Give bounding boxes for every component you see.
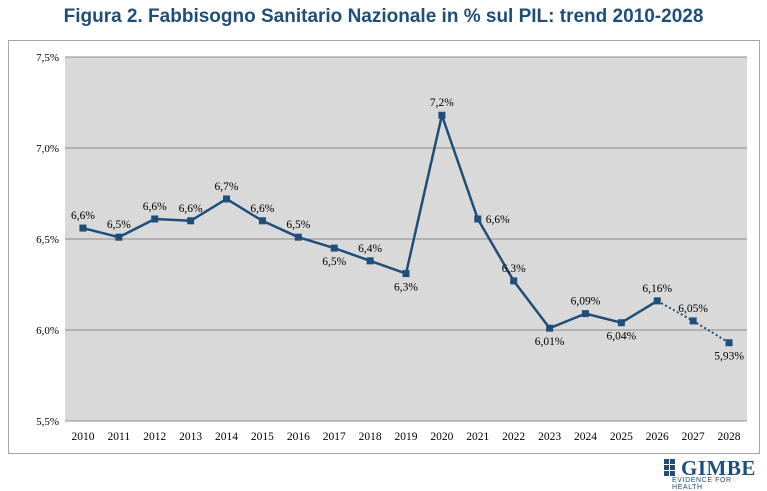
data-label: 6,6% <box>486 214 510 226</box>
y-tick-label: 6,5% <box>36 234 59 246</box>
x-tick-label: 2022 <box>502 431 525 443</box>
data-label: 7,2% <box>430 97 454 109</box>
gimbe-logo: GIMBE EVIDENCE FOR HEALTH <box>664 456 760 491</box>
x-tick-label: 2014 <box>215 431 238 443</box>
data-label: 6,5% <box>107 219 131 231</box>
x-tick-label: 2018 <box>359 431 382 443</box>
data-label: 6,16% <box>642 283 672 295</box>
gridlines <box>65 56 747 422</box>
x-tick-label: 2016 <box>287 431 310 443</box>
data-point <box>223 195 231 203</box>
data-point <box>115 233 123 241</box>
data-point <box>546 324 554 332</box>
data-point <box>725 339 733 347</box>
data-label: 6,3% <box>394 282 418 294</box>
x-tick-label: 2012 <box>143 431 166 443</box>
data-label: 6,05% <box>678 303 708 315</box>
data-point <box>653 297 661 305</box>
logo-name: GIMBE <box>681 456 756 480</box>
x-tick-label: 2017 <box>323 431 346 443</box>
x-tick-label: 2025 <box>610 431 633 443</box>
data-label: 6,6% <box>143 201 167 213</box>
data-label: 5,93% <box>714 351 744 363</box>
y-tick-label: 7,0% <box>36 143 59 155</box>
y-tick-label: 7,5% <box>36 52 59 64</box>
data-label: 6,04% <box>607 331 637 343</box>
data-point <box>474 215 482 223</box>
data-label: 6,4% <box>358 243 382 255</box>
chart-frame: 5,5% 6,0% 6,5% 7,0% 7,5% 2010 2011 2012 2013 201… <box>8 40 760 454</box>
x-tick-label: 2027 <box>682 431 705 443</box>
data-point <box>258 217 266 225</box>
data-label: 6,7% <box>215 181 239 193</box>
data-label: 6,01% <box>535 336 565 348</box>
data-point <box>79 224 87 232</box>
x-tick-label: 2015 <box>251 431 274 443</box>
x-tick-label: 2019 <box>395 431 418 443</box>
x-tick-label: 2013 <box>179 431 202 443</box>
data-label: 6,6% <box>250 203 274 215</box>
data-label: 6,6% <box>179 203 203 215</box>
data-point <box>617 319 625 327</box>
data-point <box>294 233 302 241</box>
x-tick-label: 2024 <box>574 431 597 443</box>
data-point <box>330 244 338 252</box>
x-tick-label: 2011 <box>108 431 131 443</box>
gimbe-mark-icon <box>664 459 678 476</box>
chart-title: Figura 2. Fabbisogno Sanitario Nazionale… <box>63 6 704 27</box>
x-axis-ticks: 2010 2011 2012 2013 2014 2015 2016 2017 2018 2019… <box>71 431 740 443</box>
data-point <box>151 215 159 223</box>
data-point <box>689 317 697 325</box>
data-point <box>510 277 518 285</box>
data-labels: 6,6% 6,5% 6,6% 6,6% 6,7% 6,6% 6,5% 6,5% 6,4% 6,3%… <box>71 97 744 363</box>
data-point <box>366 257 374 265</box>
data-label: 6,3% <box>502 263 526 275</box>
x-tick-label: 2028 <box>718 431 741 443</box>
data-point <box>402 270 410 278</box>
line-chart: 5,5%6,0%6,5%7,0%7,5% 2010 2011 2012 2013 201… <box>36 52 747 443</box>
data-point <box>187 217 195 225</box>
x-tick-label: 2021 <box>466 431 489 443</box>
data-point <box>581 310 589 318</box>
series-markers <box>79 111 733 347</box>
y-tick-label: 5,5% <box>36 416 59 428</box>
x-tick-label: 2023 <box>538 431 561 443</box>
data-point <box>438 111 446 119</box>
data-label: 6,6% <box>71 210 95 222</box>
y-axis-ticks: 5,5% 6,0% 6,5% 7,0% 7,5% <box>36 52 59 428</box>
x-tick-label: 2010 <box>71 431 94 443</box>
logo-tagline: EVIDENCE FOR HEALTH <box>672 477 732 491</box>
data-label: 6,5% <box>286 219 310 231</box>
x-tick-label: 2026 <box>646 431 669 443</box>
y-tick-label: 6,0% <box>36 325 59 337</box>
data-label: 6,5% <box>322 256 346 268</box>
data-label: 6,09% <box>571 296 601 308</box>
x-tick-label: 2020 <box>430 431 453 443</box>
